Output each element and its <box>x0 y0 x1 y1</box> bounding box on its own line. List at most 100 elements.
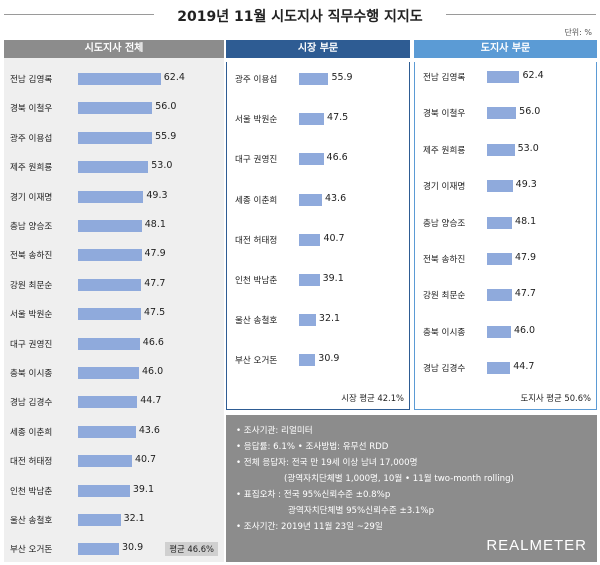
data-bar <box>299 233 321 246</box>
data-bar <box>78 396 138 409</box>
data-bar <box>78 425 136 438</box>
value-label: 46.6 <box>142 336 164 348</box>
value-label: 47.7 <box>144 277 166 289</box>
value-label: 53.0 <box>151 160 173 172</box>
mayor-panel: 시장 부문 광주 이용섭 55.9 서울 박원순 47.5 대구 권영진 46.6 세종 이… <box>226 40 410 410</box>
data-bar <box>78 131 153 144</box>
info-line: • 전체 응답자: 전국 만 19세 이상 남녀 17,000명 <box>236 458 418 468</box>
value-label: 47.9 <box>514 252 537 263</box>
bar-row: 세종 이춘희 43.6 <box>227 191 409 211</box>
value-label: 48.1 <box>515 215 537 227</box>
chart-title: 2019년 11월 시도지사 직무수행 지지도 <box>177 9 423 25</box>
bar-row: 충북 이시종 46.0 <box>4 364 224 384</box>
bar-row: 세종 이춘희 43.6 <box>4 423 224 443</box>
bar-row: 경기 이재명 49.3 <box>415 177 596 197</box>
data-bar <box>78 543 119 556</box>
category-label: 인천 박남춘 <box>10 486 53 497</box>
data-bar <box>487 253 512 265</box>
category-label: 제주 원희룡 <box>10 163 53 174</box>
category-label: 세종 이춘희 <box>10 427 53 438</box>
unit-label: 단위: % <box>564 28 592 37</box>
data-bar <box>78 278 142 291</box>
category-label: 경남 김경수 <box>423 364 466 375</box>
value-label: 48.1 <box>144 219 166 230</box>
value-label: 55.9 <box>155 130 177 142</box>
value-label: 44.7 <box>140 395 162 407</box>
category-label: 전북 송하진 <box>10 251 53 262</box>
bar-row: 대구 권영진 46.6 <box>4 335 224 355</box>
data-bar <box>78 484 130 497</box>
bar-row: 부산 오거돈 30.9 <box>4 540 224 560</box>
value-label: 40.7 <box>323 232 345 244</box>
value-label: 49.3 <box>515 179 537 191</box>
category-label: 경기 이재명 <box>423 182 466 193</box>
bar-row: 제주 원희룡 53.0 <box>415 141 596 161</box>
title-line-right <box>446 14 596 15</box>
data-bar <box>299 274 320 286</box>
value-label: 39.1 <box>132 483 154 495</box>
data-bar <box>487 71 520 83</box>
bar-row: 충북 이시종 46.0 <box>415 323 596 343</box>
category-label: 세종 이춘희 <box>235 195 278 206</box>
category-label: 대구 권영진 <box>10 339 53 350</box>
value-label: 56.0 <box>519 106 541 118</box>
category-label: 전북 송하진 <box>423 255 466 265</box>
value-label: 39.1 <box>322 273 344 284</box>
bar-row: 인천 박남춘 39.1 <box>4 482 224 502</box>
value-label: 62.4 <box>163 72 185 83</box>
data-bar <box>78 514 121 526</box>
bar-row: 충남 양승조 48.1 <box>4 217 224 237</box>
bar-row: 광주 이용섭 55.9 <box>4 129 224 149</box>
value-label: 40.7 <box>134 454 157 466</box>
info-line: • 표집오차 : 전국 95%신뢰수준 ±0.8%p <box>236 490 391 500</box>
data-bar <box>487 107 517 120</box>
data-bar <box>78 102 153 115</box>
value-label: 53.0 <box>517 142 539 154</box>
value-label: 32.1 <box>318 313 341 325</box>
data-bar <box>487 180 513 193</box>
survey-info-box: • 조사기관: 리얼미터 • 응답률: 6.1% • 조사방법: 유무선 RDD… <box>226 415 597 562</box>
category-label: 제주 원희룡 <box>423 145 466 156</box>
category-label: 광주 이용섭 <box>235 75 278 85</box>
mayor-panel-title: 시장 부문 <box>226 40 410 58</box>
mayor-average: 시장 평균 42.1% <box>341 393 404 403</box>
bar-row: 경남 김경수 44.7 <box>415 359 596 379</box>
category-label: 울산 송철호 <box>10 516 53 526</box>
overall-panel-body: 전남 김영록 62.4 경북 이철우 56.0 광주 이용섭 55.9 제주 원희룡 53.0… <box>4 64 224 562</box>
overall-panel: 시도지사 전체 전남 김영록 62.4 경북 이철우 56.0 광주 이용섭 55.9 제주… <box>4 40 224 562</box>
bar-row: 대구 권영진 46.6 <box>227 150 409 170</box>
value-label: 46.6 <box>326 152 348 164</box>
bar-row: 대전 허태정 40.7 <box>4 452 224 472</box>
bar-row: 경북 이철우 56.0 <box>415 104 596 124</box>
bar-row: 부산 오거돈 30.9 <box>227 351 409 371</box>
data-bar <box>299 113 325 126</box>
bar-row: 제주 원희룡 53.0 <box>4 158 224 178</box>
category-label: 충북 이시종 <box>423 327 466 338</box>
category-label: 전남 김영록 <box>10 75 53 85</box>
value-label: 62.4 <box>522 70 544 81</box>
category-label: 충남 양승조 <box>10 222 53 232</box>
value-label: 43.6 <box>324 192 347 204</box>
data-bar <box>487 143 515 156</box>
realmeter-logo: REALMETER <box>486 537 587 554</box>
category-label: 강원 최문순 <box>423 291 466 302</box>
category-label: 강원 최문순 <box>10 280 53 291</box>
value-label: 55.9 <box>331 72 353 83</box>
info-line: • 응답률: 6.1% • 조사방법: 유무선 RDD <box>236 442 389 452</box>
governor-panel: 도지사 부문 전남 김영록 62.4 경북 이철우 56.0 제주 원희룡 53.0 경기 … <box>414 40 597 410</box>
bar-row: 울산 송철호 32.1 <box>4 511 224 531</box>
overall-average: 평균 46.6% <box>165 542 218 556</box>
category-label: 서울 박원순 <box>235 115 278 126</box>
info-line: (광역자치단체별 1,000명, 10월 • 11월 two-month rol… <box>284 474 514 484</box>
bar-row: 전북 송하진 47.9 <box>415 250 596 270</box>
bar-row: 광주 이용섭 55.9 <box>227 70 409 90</box>
bar-row: 서울 박원순 47.5 <box>227 110 409 130</box>
data-bar <box>299 193 322 206</box>
category-label: 부산 오거돈 <box>235 356 278 367</box>
bar-row: 경북 이철우 56.0 <box>4 99 224 119</box>
value-label: 43.6 <box>138 424 160 436</box>
value-label: 47.5 <box>143 307 166 319</box>
value-label: 30.9 <box>121 542 144 554</box>
data-bar <box>78 308 141 321</box>
mayor-panel-body: 광주 이용섭 55.9 서울 박원순 47.5 대구 권영진 46.6 세종 이춘희 43.6… <box>226 62 410 410</box>
